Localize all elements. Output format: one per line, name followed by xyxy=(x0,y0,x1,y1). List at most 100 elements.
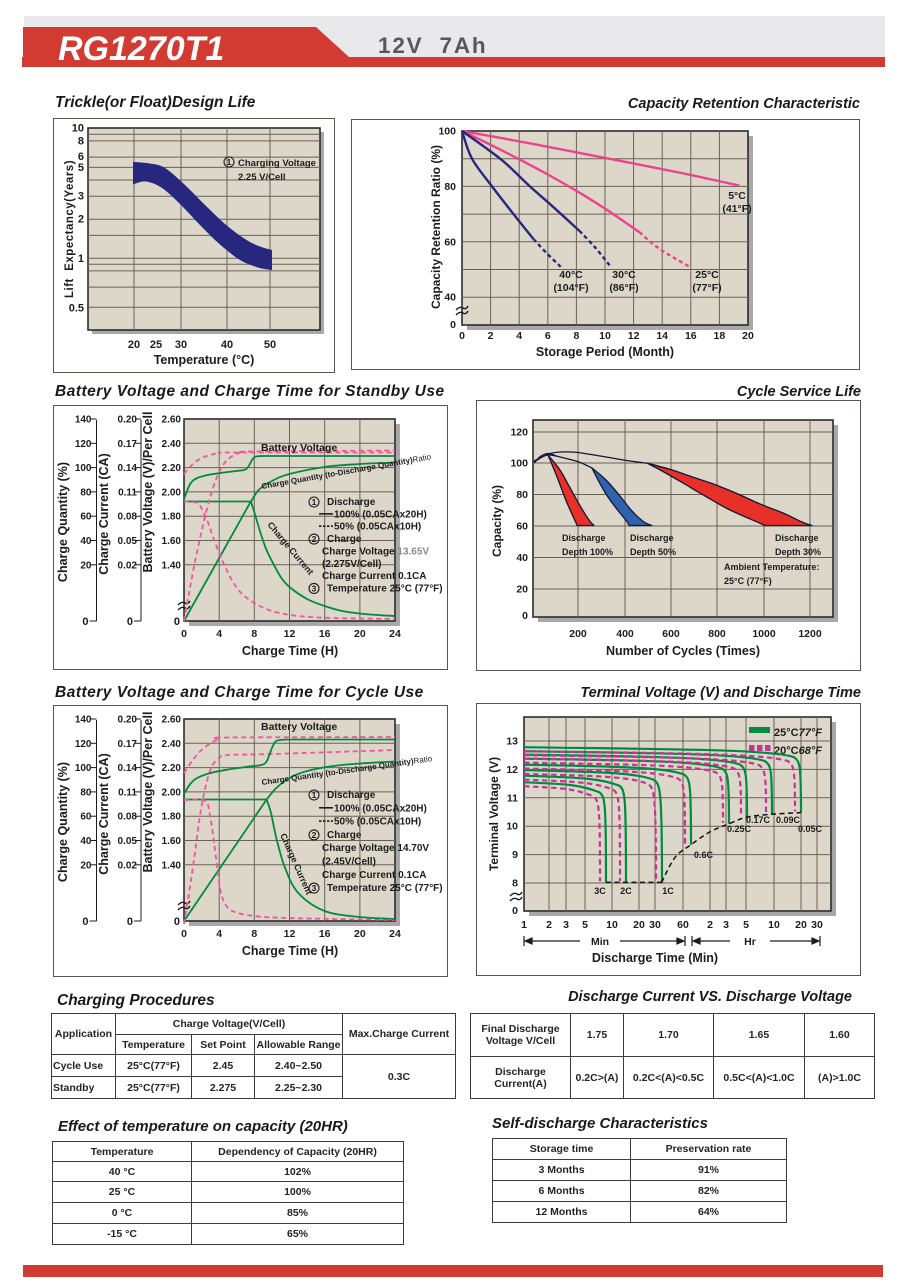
svg-text:0: 0 xyxy=(459,330,465,342)
svg-text:Hr: Hr xyxy=(744,936,756,948)
svg-text:0.14: 0.14 xyxy=(118,763,138,774)
svg-text:Charge: Charge xyxy=(327,534,362,545)
svg-text:0.02: 0.02 xyxy=(118,560,138,571)
svg-text:3: 3 xyxy=(563,919,569,931)
svg-text:16: 16 xyxy=(685,330,697,342)
svg-text:6: 6 xyxy=(78,151,84,163)
svg-text:3: 3 xyxy=(312,583,317,593)
svg-text:0: 0 xyxy=(82,916,88,928)
svg-text:Charge Current (CA): Charge Current (CA) xyxy=(97,753,111,875)
svg-text:3C: 3C xyxy=(594,886,606,896)
svg-text:Discharge: Discharge xyxy=(630,533,674,543)
svg-text:0: 0 xyxy=(522,610,528,622)
svg-text:0: 0 xyxy=(127,616,133,628)
svg-text:Charge Current 0.1CA: Charge Current 0.1CA xyxy=(322,571,426,582)
svg-text:Depth 50%: Depth 50% xyxy=(630,547,676,557)
svg-text:(2.45V/Cell): (2.45V/Cell) xyxy=(322,857,376,868)
svg-text:100% (0.05CAx20H): 100% (0.05CAx20H) xyxy=(334,803,427,814)
svg-text:40: 40 xyxy=(516,552,528,564)
svg-text:25°C: 25°C xyxy=(695,269,719,281)
svg-text:30°C: 30°C xyxy=(612,269,636,281)
svg-text:0: 0 xyxy=(82,616,88,628)
svg-text:8: 8 xyxy=(251,628,257,640)
svg-text:2.40: 2.40 xyxy=(162,739,182,750)
svg-text:Discharge: Discharge xyxy=(327,497,376,508)
svg-text:(104°F): (104°F) xyxy=(553,282,588,294)
svg-text:Discharge: Discharge xyxy=(775,533,819,543)
svg-text:50: 50 xyxy=(264,339,276,351)
svg-text:4: 4 xyxy=(516,330,522,342)
svg-text:Temperature (°C): Temperature (°C) xyxy=(154,353,255,367)
svg-text:2: 2 xyxy=(78,214,84,226)
svg-text:60: 60 xyxy=(677,919,689,931)
svg-text:2: 2 xyxy=(546,919,552,931)
svg-text:1.80: 1.80 xyxy=(162,512,182,523)
svg-text:3: 3 xyxy=(723,919,729,931)
svg-text:40°C: 40°C xyxy=(559,269,583,281)
svg-text:1200: 1200 xyxy=(798,628,822,640)
svg-text:0.20: 0.20 xyxy=(118,715,138,726)
svg-text:0.17: 0.17 xyxy=(118,739,138,750)
svg-text:10: 10 xyxy=(768,919,780,931)
svg-text:Battery Voltage: Battery Voltage xyxy=(261,442,337,454)
svg-text:120: 120 xyxy=(75,439,92,450)
svg-text:4: 4 xyxy=(216,628,222,640)
svg-text:2: 2 xyxy=(312,830,317,840)
svg-text:5°C: 5°C xyxy=(728,190,746,202)
svg-text:140: 140 xyxy=(75,715,92,726)
svg-text:16: 16 xyxy=(319,628,331,640)
svg-text:100: 100 xyxy=(438,126,456,138)
svg-text:1: 1 xyxy=(227,157,232,167)
svg-text:(2.275V/Cell): (2.275V/Cell) xyxy=(322,559,381,570)
svg-text:2.00: 2.00 xyxy=(162,787,182,798)
svg-text:Charge: Charge xyxy=(327,830,362,841)
svg-text:Depth 100%: Depth 100% xyxy=(562,547,613,557)
svg-text:Depth 30%: Depth 30% xyxy=(775,547,821,557)
svg-text:60: 60 xyxy=(80,812,92,823)
svg-text:0.11: 0.11 xyxy=(118,487,137,498)
svg-text:2: 2 xyxy=(707,919,713,931)
svg-text:1: 1 xyxy=(312,497,317,507)
svg-text:1.40: 1.40 xyxy=(162,560,182,571)
svg-text:1: 1 xyxy=(78,253,84,265)
svg-text:Charging Voltage: Charging Voltage xyxy=(238,158,316,169)
svg-text:0.20: 0.20 xyxy=(118,415,138,426)
svg-text:10: 10 xyxy=(599,330,611,342)
svg-text:2.60: 2.60 xyxy=(162,415,182,426)
svg-text:50% (0.05CAx10H): 50% (0.05CAx10H) xyxy=(334,817,421,828)
svg-text:20: 20 xyxy=(80,860,92,871)
svg-text:9: 9 xyxy=(512,849,518,861)
svg-text:20: 20 xyxy=(354,628,366,640)
svg-text:Discharge: Discharge xyxy=(562,533,606,543)
svg-text:0.05: 0.05 xyxy=(118,836,138,847)
svg-text:Capacity (%): Capacity (%) xyxy=(490,485,504,557)
svg-text:0.11: 0.11 xyxy=(118,787,137,798)
svg-text:30: 30 xyxy=(175,339,187,351)
svg-text:40: 40 xyxy=(80,536,92,547)
svg-text:0.02: 0.02 xyxy=(118,860,138,871)
svg-text:0: 0 xyxy=(174,916,180,928)
svg-text:1.60: 1.60 xyxy=(162,836,182,847)
svg-text:Battery Voltage: Battery Voltage xyxy=(261,721,337,733)
svg-text:3: 3 xyxy=(78,191,84,203)
svg-text:5: 5 xyxy=(743,919,749,931)
svg-text:80: 80 xyxy=(516,489,528,501)
svg-text:100: 100 xyxy=(510,458,528,470)
svg-text:600: 600 xyxy=(662,628,680,640)
svg-text:20: 20 xyxy=(742,330,754,342)
svg-text:0: 0 xyxy=(450,319,456,331)
svg-text:25°C (77°F): 25°C (77°F) xyxy=(724,576,772,586)
svg-text:0: 0 xyxy=(181,628,187,640)
svg-text:Charge Voltage 13.65V: Charge Voltage 13.65V xyxy=(322,546,429,557)
svg-text:Discharge Time (Min): Discharge Time (Min) xyxy=(592,951,718,965)
svg-text:14: 14 xyxy=(656,330,668,342)
svg-text:20: 20 xyxy=(80,560,92,571)
svg-text:20: 20 xyxy=(633,919,645,931)
svg-text:12: 12 xyxy=(506,764,518,776)
svg-text:3: 3 xyxy=(312,883,317,893)
svg-text:(86°F): (86°F) xyxy=(609,282,638,294)
svg-text:10: 10 xyxy=(606,919,618,931)
svg-text:1.80: 1.80 xyxy=(162,812,182,823)
svg-text:24: 24 xyxy=(389,928,401,940)
svg-text:2.20: 2.20 xyxy=(162,463,182,474)
